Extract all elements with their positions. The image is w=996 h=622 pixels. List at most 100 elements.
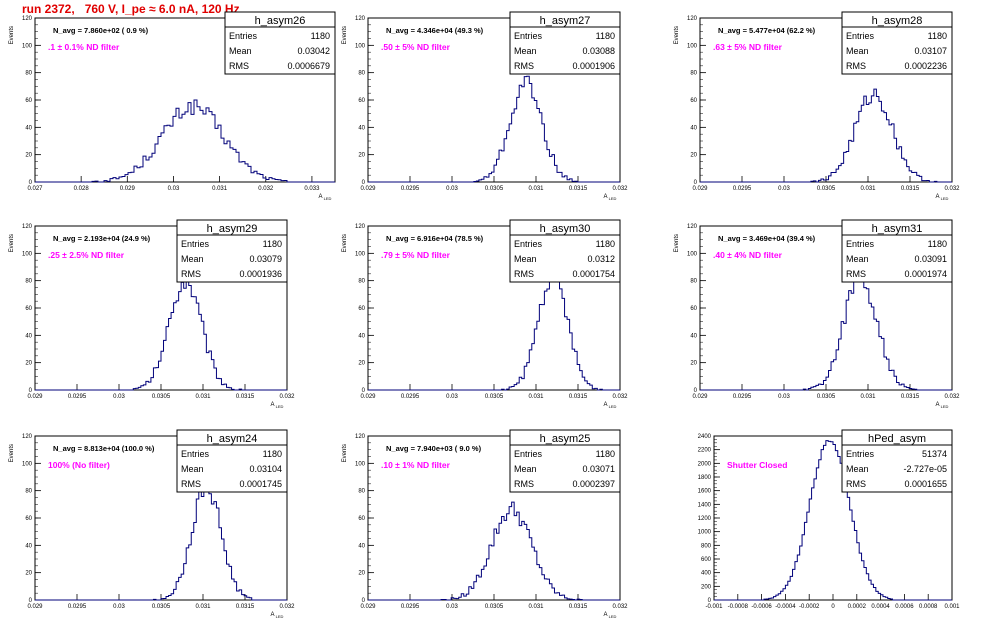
stats-row-label: RMS [229, 61, 249, 71]
stats-row-value: 1180 [263, 239, 282, 249]
y-tick-label: 40 [25, 333, 32, 339]
filter-label: 100% (No filter) [48, 460, 110, 470]
stats-row-value: 1180 [928, 239, 947, 249]
x-tick-label: 0.0305 [817, 394, 836, 400]
x-tick-label: 0.029 [692, 186, 708, 192]
stats-row-value: 0.03088 [582, 46, 615, 56]
stats-row-value: -2.727e-05 [903, 464, 947, 474]
stats-row-label: Mean [181, 464, 204, 474]
x-tick-label: 0.029 [360, 394, 376, 400]
y-tick-label: 40 [690, 333, 697, 339]
histogram-panel: 0 20 40 60 80 100 120 0.029 0.0295 0.03 0.0305 0.03… [674, 219, 960, 409]
navg-label: N_avg = 2.193e+04 (24.9 %) [53, 234, 151, 243]
x-axis-label: A LED [319, 194, 332, 201]
y-tick-label: 0 [694, 388, 698, 394]
x-tick-label: 0.027 [27, 186, 43, 192]
stats-row-label: Entries [181, 449, 210, 459]
stats-row-value: 0.0001754 [572, 269, 615, 279]
y-tick-label: 0 [362, 388, 366, 394]
y-tick-label: 40 [358, 543, 365, 549]
filter-label: .79 ± 5% ND filter [381, 250, 451, 260]
y-tick-label: 800 [701, 543, 712, 549]
stats-box [509, 429, 621, 493]
y-axis-label: Events [342, 444, 348, 462]
navg-label: N_avg = 7.860e+02 ( 0.9 %) [53, 26, 149, 35]
y-tick-label: 600 [701, 557, 712, 563]
x-tick-label: 0.0315 [569, 394, 588, 400]
stats-row-label: Mean [514, 254, 537, 264]
stats-row-value: 0.03079 [249, 254, 282, 264]
y-tick-label: 120 [355, 16, 366, 22]
y-tick-label: 20 [690, 361, 697, 367]
y-tick-label: 80 [358, 489, 365, 495]
histogram-line [368, 501, 620, 601]
stats-histogram-name: h_asym24 [207, 433, 258, 445]
x-tick-label: 0.03 [446, 604, 458, 610]
histogram-line [35, 99, 335, 183]
x-tick-label: -0.001 [705, 604, 723, 610]
y-tick-label: 0 [29, 388, 33, 394]
stats-row-value: 0.0001745 [239, 479, 282, 489]
y-tick-label: 80 [25, 489, 32, 495]
x-tick-label: 0.0315 [569, 186, 588, 192]
x-tick-label: 0.032 [279, 604, 295, 610]
stats-row-value: 1180 [311, 31, 330, 41]
stats-row-label: Mean [229, 46, 252, 56]
stats-box [841, 11, 953, 75]
y-tick-label: 80 [358, 279, 365, 285]
stats-box [509, 11, 621, 75]
y-tick-label: 0 [362, 598, 366, 604]
x-tick-label: -0.0002 [799, 604, 820, 610]
x-axis-label: A LED [936, 194, 949, 201]
x-tick-label: 0.0008 [919, 604, 938, 610]
filter-label: Shutter Closed [727, 460, 787, 470]
y-tick-label: 40 [690, 125, 697, 131]
navg-label: N_avg = 7.940e+03 ( 9.0 %) [386, 444, 482, 453]
stats-row-label: RMS [514, 269, 534, 279]
stats-row-value: 0.0312 [587, 254, 615, 264]
navg-label: N_avg = 5.477e+04 (62.2 %) [718, 26, 816, 35]
stats-histogram-name: h_asym30 [540, 223, 591, 235]
x-tick-label: 0.031 [195, 604, 211, 610]
stats-row-label: Entries [846, 449, 875, 459]
histogram-panel: 0 20 40 60 80 100 120 0.029 0.0295 0.03 0.0305 0.03… [9, 429, 295, 619]
y-tick-label: 20 [358, 361, 365, 367]
histogram-panel: 0 20 40 60 80 100 120 0.029 0.0295 0.03 0.0305 0.03… [342, 219, 628, 409]
y-axis-label: Events [342, 26, 348, 44]
stats-histogram-name: h_asym28 [872, 15, 923, 27]
x-tick-label: 0.0295 [401, 394, 420, 400]
y-tick-label: 2400 [698, 434, 712, 440]
x-tick-label: 0.029 [27, 604, 43, 610]
navg-label: N_avg = 4.346e+04 (49.3 %) [386, 26, 484, 35]
x-tick-label: 0.031 [528, 394, 544, 400]
x-tick-label: 0.03 [113, 394, 125, 400]
y-tick-label: 120 [687, 16, 698, 22]
x-tick-label: 0.03 [778, 394, 790, 400]
y-tick-label: 100 [355, 251, 366, 257]
y-axis-label: Events [9, 234, 15, 252]
y-axis-label: Events [674, 234, 680, 252]
filter-label: .10 ± 1% ND filter [381, 460, 451, 470]
stats-row-label: RMS [514, 61, 534, 71]
filter-label: .50 ± 5% ND filter [381, 42, 451, 52]
stats-row-value: 0.03071 [582, 464, 615, 474]
stats-row-label: RMS [846, 479, 866, 489]
stats-histogram-name: h_asym26 [255, 15, 306, 27]
x-tick-label: 0.033 [304, 186, 320, 192]
y-tick-label: 100 [687, 43, 698, 49]
x-tick-label: 0.03 [113, 604, 125, 610]
x-tick-label: 0.029 [27, 394, 43, 400]
y-tick-label: 120 [22, 224, 33, 230]
histogram-line [35, 476, 287, 601]
stats-histogram-name: h_asym29 [207, 223, 258, 235]
x-tick-label: 0.0305 [152, 604, 171, 610]
x-tick-label: 0.0315 [901, 186, 920, 192]
x-tick-label: 0.032 [279, 394, 295, 400]
x-tick-label: 0.0305 [485, 604, 504, 610]
x-tick-label: 0.0305 [817, 186, 836, 192]
stats-row-label: Mean [846, 46, 869, 56]
y-tick-label: 100 [22, 251, 33, 257]
x-tick-label: 0.029 [120, 186, 136, 192]
stats-row-label: RMS [181, 479, 201, 489]
